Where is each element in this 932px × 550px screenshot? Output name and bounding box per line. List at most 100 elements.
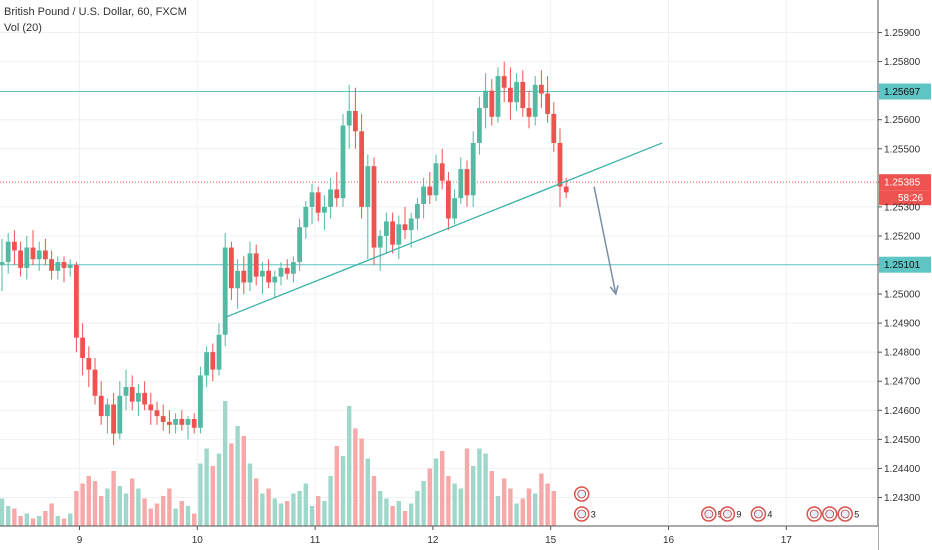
- candle-body: [105, 404, 110, 417]
- candle-body: [526, 108, 532, 117]
- volume-bar: [328, 476, 333, 526]
- level-price-label: 1.25101: [884, 260, 921, 271]
- candle: [98, 381, 104, 425]
- volume-bar: [6, 506, 11, 526]
- candle: [253, 244, 259, 286]
- volume-bar: [545, 483, 550, 526]
- level-price-box: [879, 83, 931, 100]
- event-flag-core: [577, 489, 587, 499]
- candle-body: [123, 387, 129, 396]
- candle-body: [415, 203, 420, 219]
- candle: [24, 235, 30, 280]
- y-tick-label: 1.24700: [884, 377, 921, 388]
- volume-bar: [384, 498, 389, 526]
- candle: [123, 369, 129, 411]
- volume-bar: [37, 516, 42, 526]
- volume-bar: [266, 488, 271, 526]
- candle-body: [545, 93, 550, 114]
- candle: [334, 172, 340, 207]
- candle-body: [452, 198, 457, 219]
- candle: [402, 206, 408, 239]
- chart-title: British Pound / U.S. Dollar, 60, FXCM: [4, 6, 187, 18]
- projection-arrow-head: [609, 285, 619, 296]
- volume-bar: [80, 483, 85, 526]
- volume-bar: [43, 511, 48, 526]
- event-flag-core: [754, 509, 763, 519]
- x-tick-label: 15: [545, 535, 557, 546]
- candle-body: [0, 262, 5, 265]
- candle-body: [173, 419, 178, 425]
- candle: [204, 346, 209, 388]
- volume-bar: [18, 516, 23, 526]
- volume-bar: [396, 501, 401, 526]
- candle: [136, 384, 141, 417]
- candle-body: [353, 110, 358, 132]
- candle-body: [365, 166, 371, 207]
- candle: [86, 346, 92, 388]
- volume-bar: [111, 471, 116, 526]
- candle-body: [142, 392, 147, 405]
- level-price-box: [879, 256, 931, 273]
- candle-body: [340, 125, 346, 199]
- candle: [5, 233, 11, 274]
- candle-body: [191, 419, 197, 428]
- volume-bar: [533, 493, 538, 526]
- candle: [526, 90, 532, 129]
- candle: [439, 148, 445, 190]
- candle-body: [303, 206, 309, 228]
- volume-bar: [204, 448, 209, 526]
- candle-body: [495, 76, 501, 117]
- volume-bar: [210, 466, 215, 526]
- x-tick-label: 17: [781, 535, 793, 546]
- candle: [322, 195, 327, 231]
- candle: [291, 256, 296, 283]
- volume-bar: [92, 481, 98, 526]
- volume-bar: [117, 486, 122, 526]
- candle: [415, 198, 420, 231]
- event-flag-core: [809, 509, 819, 519]
- volume-bar: [30, 518, 36, 526]
- volume-bar: [477, 448, 482, 526]
- candle-body: [408, 218, 414, 231]
- candle-body: [111, 404, 116, 434]
- candle-body: [216, 334, 222, 370]
- candle-body: [260, 270, 265, 277]
- candle: [328, 177, 333, 219]
- volume-bar: [198, 463, 203, 526]
- candle: [371, 157, 377, 265]
- candle: [198, 366, 203, 434]
- volume-bar: [415, 491, 420, 526]
- event-flag-icon: 4: [750, 506, 772, 522]
- event-flag-icon: 9: [719, 506, 741, 522]
- candle: [222, 233, 228, 347]
- volume-bar: [148, 508, 153, 526]
- event-flag-core: [723, 509, 732, 519]
- candle-body: [148, 404, 154, 411]
- volume-bar: [68, 513, 73, 526]
- candle-body: [222, 247, 228, 335]
- candle-body: [167, 421, 172, 425]
- volume-bar: [514, 503, 519, 526]
- volume-bar: [316, 496, 321, 526]
- y-tick-label: 1.25800: [884, 57, 921, 68]
- candle: [477, 96, 482, 155]
- candle-body: [30, 247, 36, 260]
- candle: [501, 61, 507, 103]
- candle-body: [402, 224, 408, 231]
- volume-bar: [161, 496, 166, 526]
- y-tick-label: 1.25900: [884, 28, 921, 39]
- volume-bar: [508, 488, 513, 526]
- volume-bar: [309, 506, 315, 526]
- y-tick-label: 1.25200: [884, 231, 921, 242]
- chart-legend: British Pound / U.S. Dollar, 60, FXCM Vo…: [4, 4, 187, 36]
- candle-body: [185, 419, 191, 425]
- volume-bar: [61, 518, 67, 526]
- event-flag-icon: 5: [837, 506, 859, 522]
- volume-bar: [223, 401, 228, 526]
- candle-body: [67, 265, 73, 268]
- volume-bar: [495, 496, 501, 526]
- candle: [396, 215, 402, 260]
- volume-bar: [539, 473, 544, 526]
- volume-bar: [278, 503, 284, 526]
